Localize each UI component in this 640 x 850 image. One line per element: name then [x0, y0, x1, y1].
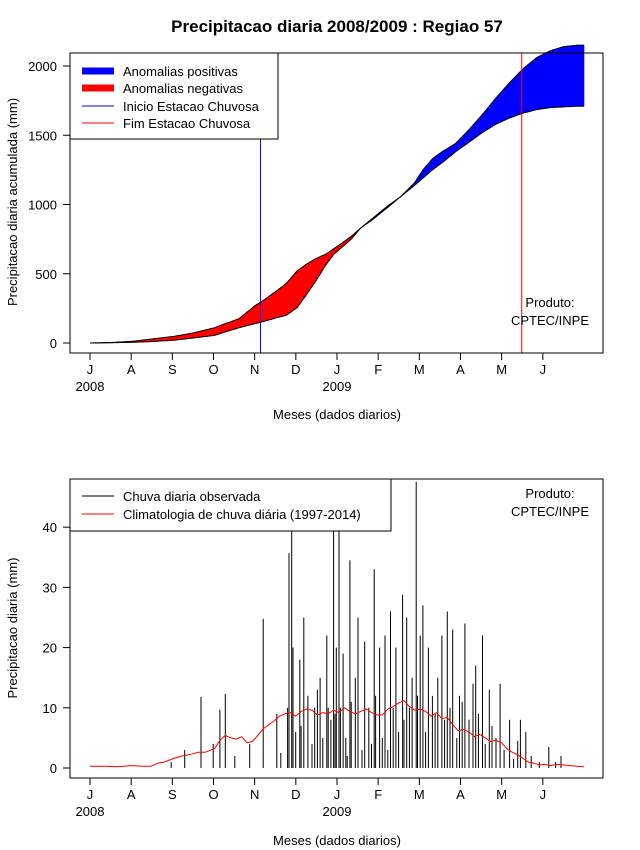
top-x-tick-label: J — [87, 362, 94, 377]
top-x-tick-label: M — [496, 362, 507, 377]
top-plot-area — [69, 44, 604, 354]
bottom-x-tick-label: M — [496, 787, 507, 802]
top-x-tick-label: N — [250, 362, 259, 377]
top-year-label: 2009 — [323, 379, 352, 394]
bottom-credit-line-2: CPTEC/INPE — [511, 504, 589, 519]
bottom-x-tick-label: A — [456, 787, 465, 802]
legend-label-observed: Chuva diaria observada — [123, 489, 261, 504]
top-y-tick-label: 1000 — [28, 198, 57, 213]
top-x-tick-label: O — [208, 362, 218, 377]
bottom-x-tick-label: F — [374, 787, 382, 802]
top-credit-line-2: CPTEC/INPE — [511, 313, 589, 328]
bottom-credit-line-1: Produto: — [525, 486, 574, 501]
top-x-axis: J A S O N D J F M A M J 2008 2009 — [76, 352, 547, 394]
legend-label-season-end: Fim Estacao Chuvosa — [123, 116, 251, 131]
bottom-year-label: 2008 — [76, 804, 105, 819]
bottom-x-axis: J A S O N D J F M A M J 2008 2009 — [76, 777, 547, 819]
bottom-x-tick-label: S — [168, 787, 177, 802]
top-credit: Produto: CPTEC/INPE — [511, 295, 589, 328]
top-y-tick-label: 2000 — [28, 59, 57, 74]
legend-label-climatology: Climatologia de chuva diária (1997-2014) — [123, 507, 361, 522]
bottom-y-tick-label: 40 — [43, 520, 57, 535]
bottom-y-tick-label: 10 — [43, 701, 57, 716]
top-x-tick-label: D — [291, 362, 300, 377]
bottom-x-tick-label: N — [250, 787, 259, 802]
legend-item-climatology: Climatologia de chuva diária (1997-2014) — [82, 507, 361, 522]
bottom-y-tick-label: 0 — [50, 761, 57, 776]
legend-item-positive: Anomalias positivas — [82, 64, 238, 79]
chart-title: Precipitacao diaria 2008/2009 : Regiao 5… — [171, 17, 503, 36]
top-observed-line — [90, 44, 584, 344]
bottom-x-tick-label: D — [291, 787, 300, 802]
top-climatology-line — [90, 105, 584, 344]
bottom-x-axis-label: Meses (dados diarios) — [273, 833, 401, 848]
top-legend: Anomalias positivas Anomalias negativas … — [69, 52, 279, 140]
top-y-tick-label: 500 — [35, 267, 57, 282]
legend-item-negative: Anomalias negativas — [82, 81, 243, 96]
top-credit-line-1: Produto: — [525, 295, 574, 310]
top-x-tick-label: J — [334, 362, 341, 377]
bottom-chart: J A S O N D J F M A M J 2008 2009 0 10 20 30 40 Meses (da… — [5, 478, 604, 848]
legend-label-positive: Anomalias positivas — [123, 64, 238, 79]
bottom-y-tick-label: 30 — [43, 580, 57, 595]
legend-item-season-start: Inicio Estacao Chuvosa — [82, 99, 260, 114]
bottom-x-tick-label: J — [87, 787, 94, 802]
bottom-x-tick-label: M — [414, 787, 425, 802]
top-y-tick-label: 1500 — [28, 128, 57, 143]
bottom-y-axis: 0 10 20 30 40 — [43, 520, 71, 776]
legend-item-season-end: Fim Estacao Chuvosa — [82, 116, 251, 131]
anomaly-positive-segment — [582, 44, 585, 107]
bottom-x-tick-label: A — [127, 787, 136, 802]
top-x-tick-label: J — [540, 362, 547, 377]
bottom-x-tick-label: J — [334, 787, 341, 802]
bottom-plot-area — [69, 478, 604, 779]
bottom-y-axis-label: Precipitacao diaria (mm) — [5, 558, 20, 699]
top-x-tick-label: S — [168, 362, 177, 377]
legend-label-negative: Anomalias negativas — [123, 81, 243, 96]
top-y-axis-label: Precipitacao diaria acumulada (mm) — [5, 98, 20, 306]
top-x-tick-label: A — [127, 362, 136, 377]
bottom-legend: Chuva diaria observada Climatologia de c… — [69, 478, 392, 532]
top-y-axis: 0 500 1000 1500 2000 — [28, 59, 71, 351]
daily-bars — [170, 482, 562, 768]
bottom-x-tick-label: O — [208, 787, 218, 802]
top-y-tick-label: 0 — [50, 336, 57, 351]
top-year-label: 2008 — [76, 379, 105, 394]
bottom-x-tick-label: J — [540, 787, 547, 802]
bottom-y-tick-label: 20 — [43, 641, 57, 656]
legend-label-season-start: Inicio Estacao Chuvosa — [123, 99, 260, 114]
top-chart: Precipitacao diaria 2008/2009 : Regiao 5… — [5, 17, 604, 422]
bottom-legend-box — [69, 478, 392, 532]
top-x-tick-label: F — [374, 362, 382, 377]
bottom-year-label: 2009 — [323, 804, 352, 819]
top-x-tick-label: A — [456, 362, 465, 377]
top-legend-box — [69, 52, 279, 140]
bottom-credit: Produto: CPTEC/INPE — [511, 486, 589, 519]
legend-item-observed: Chuva diaria observada — [82, 489, 261, 504]
bottom-climatology-line — [90, 699, 585, 768]
top-x-axis-label: Meses (dados diarios) — [273, 407, 401, 422]
top-x-tick-label: M — [414, 362, 425, 377]
